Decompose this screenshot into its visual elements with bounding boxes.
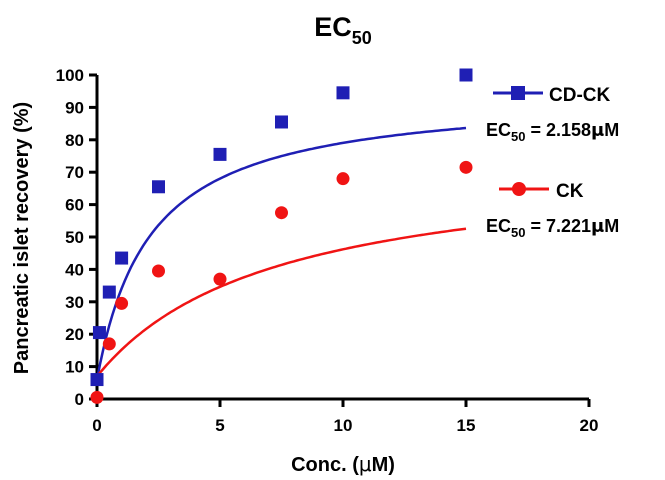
legend: CD-CK EC50 = 2.158μM CK EC50 = 7.221μM [486,85,619,240]
y-tick-label: 70 [65,163,84,182]
y-tick-label: 30 [65,293,84,312]
x-tick-label: 15 [457,416,476,435]
y-tick-label: 50 [65,228,84,247]
data-point-ck [115,296,129,310]
data-point-cd-ck [459,68,473,82]
y-tick-label: 0 [75,390,84,409]
y-tick-label: 10 [65,358,84,377]
y-tick-label: 80 [65,131,84,150]
fit-curve-cd-ck [95,126,467,380]
data-point-ck [275,206,288,220]
legend-marker-cd-ck [511,86,525,100]
fit-curves [95,126,467,380]
y-tick-label: 100 [56,66,84,85]
data-point-ck [336,172,350,186]
data-point-ck [459,160,473,174]
ec50-annotation-ck: EC50 = 7.221μM [486,216,619,240]
x-axis-label-suffix: M) [372,454,395,476]
ec50-ck-unit: M [604,216,619,236]
data-point-cd-ck [336,86,350,100]
legend-label-cd-ck: CD-CK [549,85,610,106]
legend-label-ck: CK [556,181,584,202]
legend-marker-ck [512,182,526,196]
ec50-cd-ck-subscript: 50 [511,129,525,144]
ec50-ck-subscript: 50 [511,225,525,240]
y-axis-label: Pancreatic islet recovery (%) [11,102,33,374]
data-point-ck [152,264,165,278]
ec50-ck-prefix: EC [486,216,511,236]
x-axis-label-prefix: Conc. ( [291,454,359,476]
chart-title: EC50 [314,12,372,48]
ec50-cd-ck-mu: μ [591,120,604,141]
data-point-ck [90,390,104,404]
ec50-annotation-cd-ck: EC50 = 2.158μM [486,120,619,144]
chart-title-subscript: 50 [352,28,372,48]
x-tick-label: 5 [215,416,224,435]
ec50-ck-mu: μ [591,216,604,237]
x-tick-label: 0 [92,416,101,435]
legend-entry-cd-ck: CD-CK EC50 = 2.158μM [486,85,619,144]
data-point-ck [102,337,116,351]
data-point-cd-ck [275,115,288,129]
ec50-cd-ck-value: = 2.158 [525,120,591,140]
data-point-cd-ck [213,147,227,161]
data-point-cd-ck [92,326,106,340]
y-tick-label: 20 [65,325,84,344]
data-point-cd-ck [102,285,116,299]
y-tick-label: 40 [65,260,84,279]
x-tick-label: 20 [580,416,599,435]
axis-ticks: 0 10 20 30 40 50 60 70 80 90 100 0 5 10 15 20 [56,66,599,435]
data-point-cd-ck [90,373,104,387]
chart-title-main: EC [314,12,352,42]
data-point-cd-ck [152,180,165,194]
data-point-cd-ck [115,251,129,265]
x-axis-label: Conc. (μM) [291,452,395,476]
x-tick-label: 10 [334,416,353,435]
ec50-cd-ck-prefix: EC [486,120,511,140]
fit-curve-ck [96,227,467,378]
ec50-cd-ck-unit: M [604,120,619,140]
y-tick-label: 90 [65,98,84,117]
ec50-ck-value: = 7.221 [525,216,591,236]
legend-entry-ck: CK EC50 = 7.221μM [486,181,619,240]
y-tick-label: 60 [65,196,84,215]
x-axis-label-mu: μ [359,452,372,476]
data-points [90,68,473,404]
data-point-ck [213,272,227,286]
